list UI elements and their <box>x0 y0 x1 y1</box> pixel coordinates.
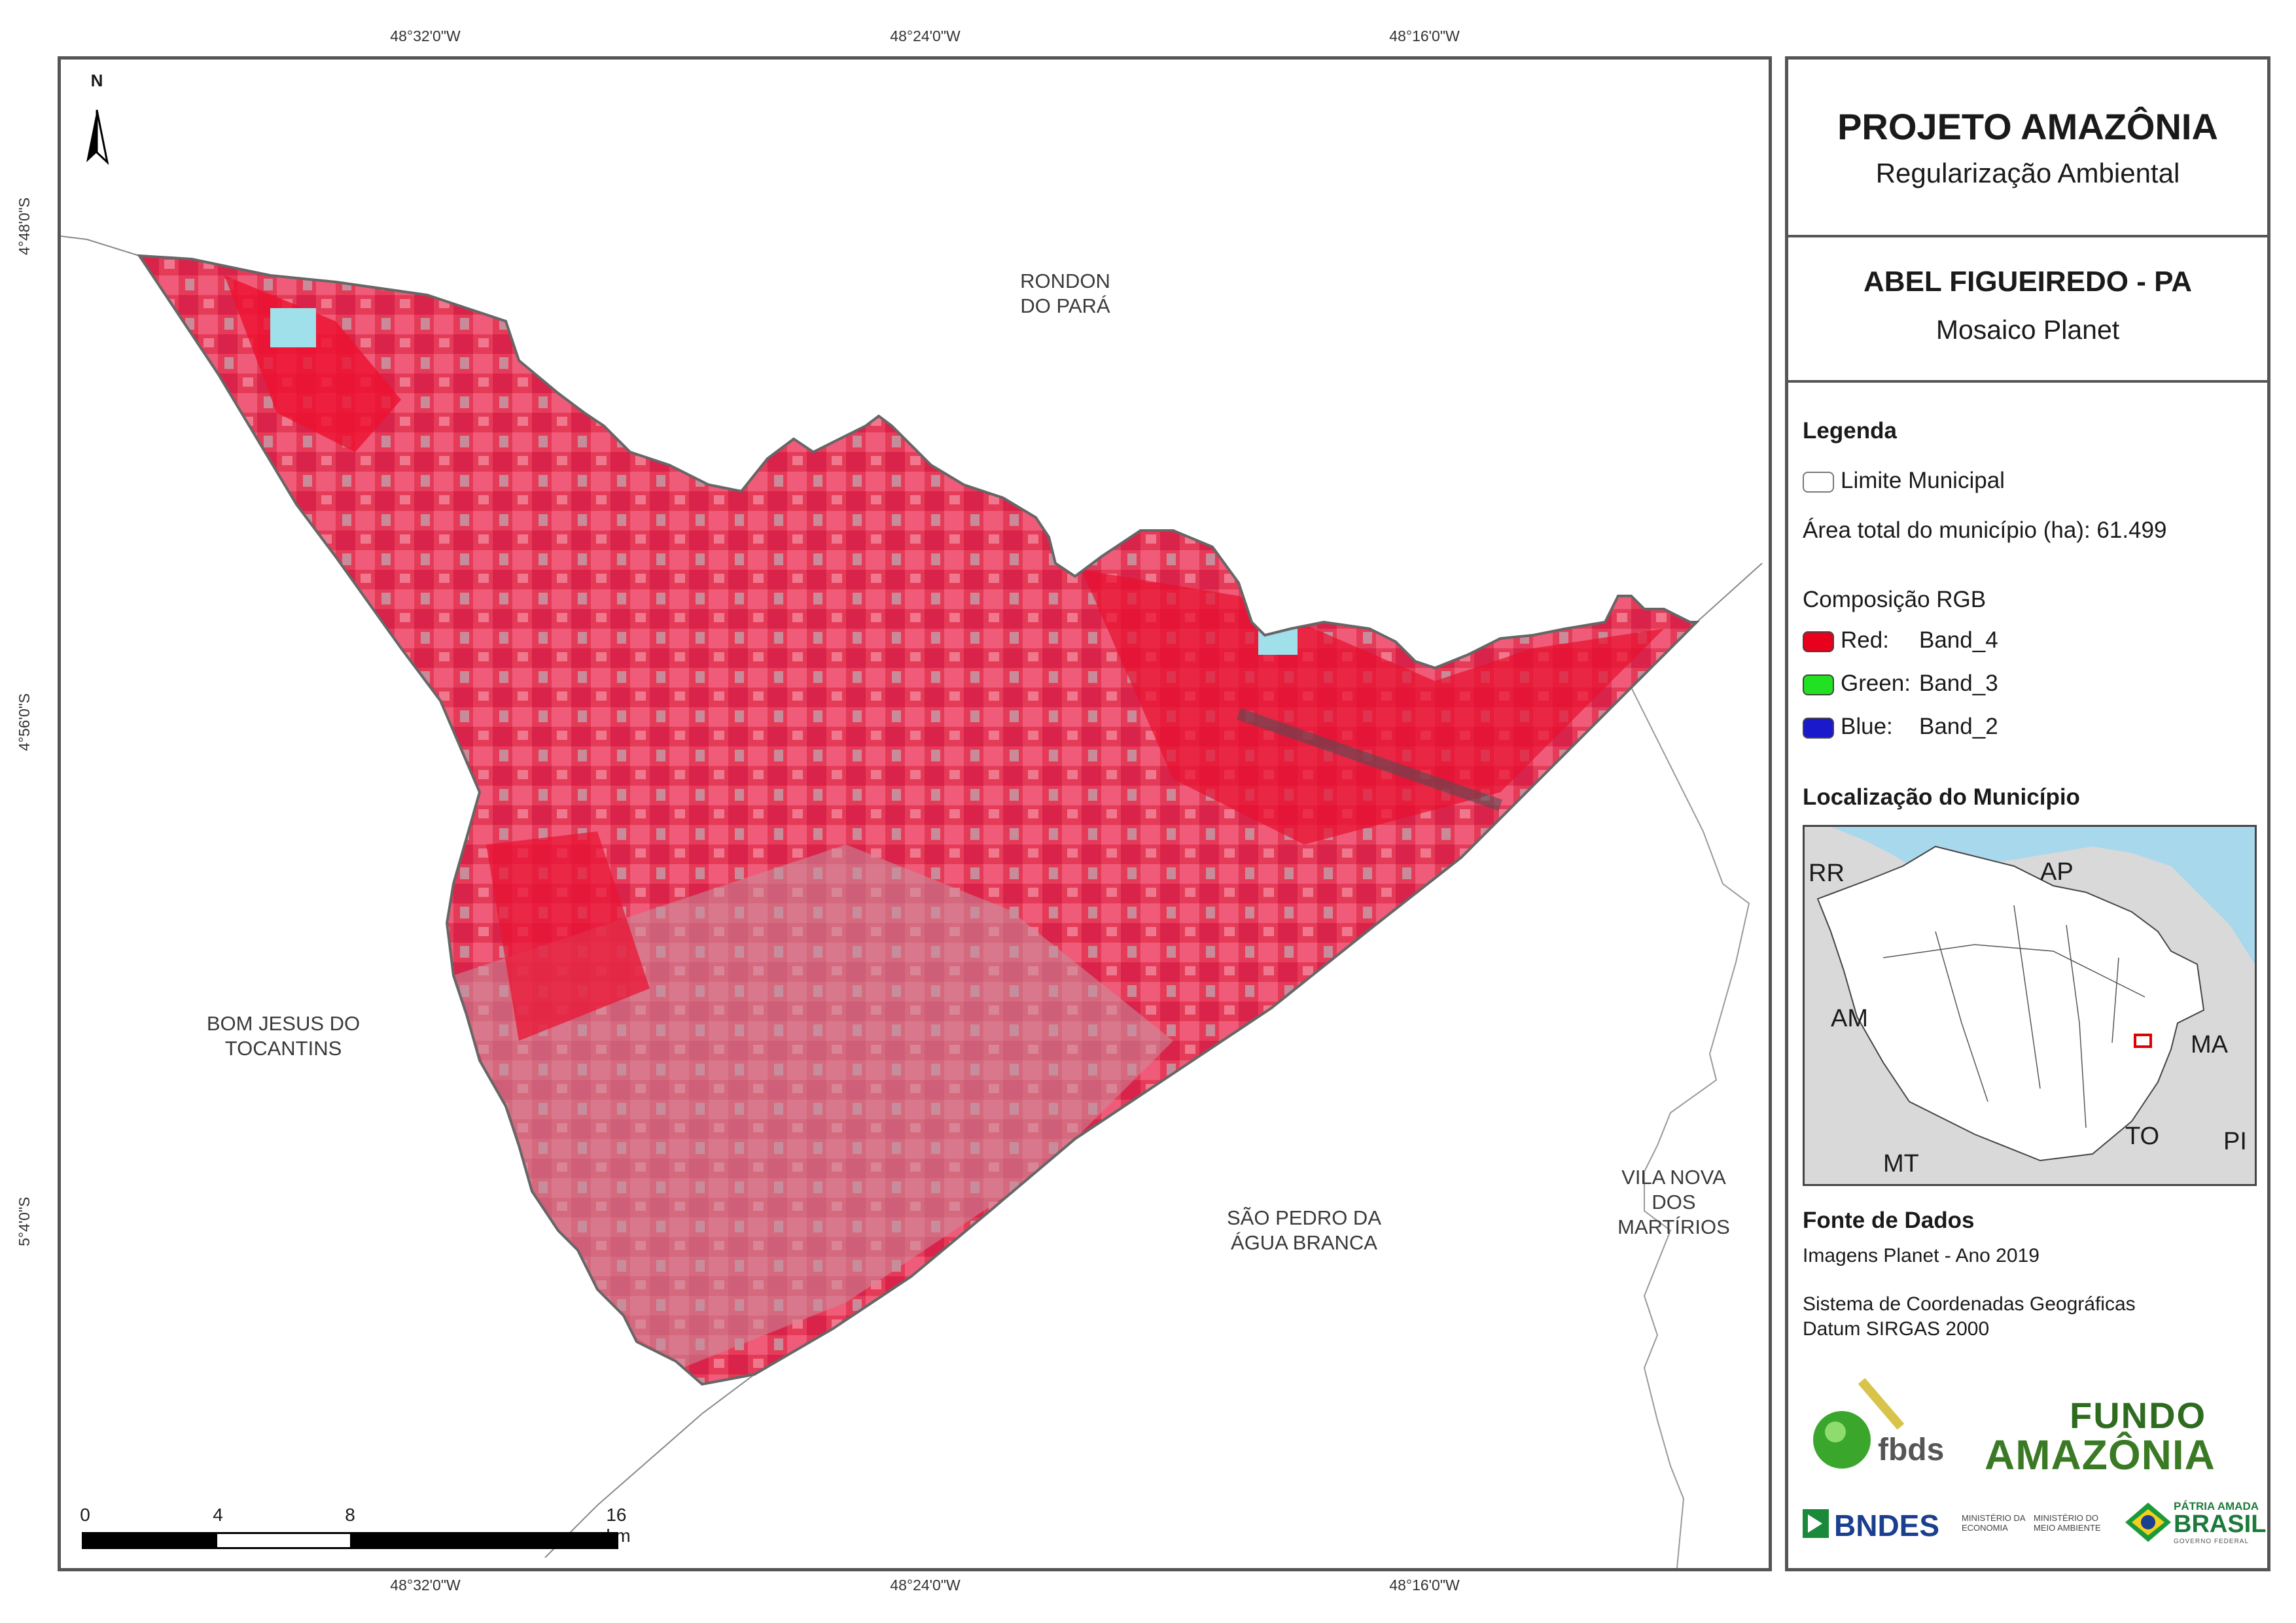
panel-subtitle: Regularização Ambiental <box>1875 158 2180 188</box>
north-arrow-label: N <box>90 71 103 90</box>
area-text: Área total do município (ha): 61.499 <box>1803 517 2167 543</box>
band-red-name: Red: <box>1841 627 1889 653</box>
fbds-logo-text: fbds <box>1878 1433 1945 1467</box>
panel-title: PROJETO AMAZÔNIA <box>1837 106 2218 147</box>
municipal-boundary <box>137 254 1700 1386</box>
band-red-swatch <box>1803 631 1834 652</box>
panel-separator <box>1788 380 2267 383</box>
source-line-3: Datum SIRGAS 2000 <box>1803 1318 1990 1340</box>
longitude-label-top-2: 48°24'0"W <box>890 27 961 44</box>
latitude-label-3: 5°4'0"S <box>16 1196 33 1246</box>
neighbor-label-vila-nova: VILA NOVA DOS MARTÍRIOS <box>1617 1166 1730 1238</box>
state-label-ma: MA <box>2191 1031 2228 1058</box>
state-label-mt: MT <box>1883 1150 1919 1178</box>
source-line-2: Sistema de Coordenadas Geográficas <box>1803 1293 2136 1315</box>
longitude-label-bottom-3: 48°16'0"W <box>1389 1577 1460 1594</box>
satellite-map <box>61 236 1763 1568</box>
sources-heading: Fonte de Dados <box>1803 1208 1975 1233</box>
longitude-label-top-3: 48°16'0"W <box>1389 27 1460 44</box>
scale-label-4: 4 <box>213 1505 223 1525</box>
scale-label-0: 0 <box>80 1505 90 1525</box>
latitude-label-2: 4°56'0"S <box>16 693 33 751</box>
patria-amada-brasil-logo: PÁTRIA AMADA BRASIL GOVERNO FEDERAL <box>2125 1499 2267 1551</box>
fundo-amazonia-line1: FUNDO <box>2070 1395 2207 1436</box>
product-name: Mosaico Planet <box>1935 315 2120 345</box>
longitude-label-bottom-1: 48°32'0"W <box>390 1577 461 1594</box>
state-label-ap: AP <box>2040 858 2074 886</box>
band-green-value: Band_3 <box>1919 671 1998 696</box>
scale-label-8: 8 <box>345 1505 355 1525</box>
longitude-label-bottom-2: 48°24'0"W <box>890 1577 961 1594</box>
band-blue-swatch <box>1803 718 1834 739</box>
source-line-1: Imagens Planet - Ano 2019 <box>1803 1245 2040 1266</box>
north-arrow: N <box>77 71 116 166</box>
neighbor-label-bom-jesus: BOM JESUS DO TOCANTINS <box>206 1012 361 1060</box>
legend-heading: Legenda <box>1803 418 1897 444</box>
scale-bar: 0 4 8 16 km <box>80 1505 631 1557</box>
fundo-amazonia-logo: FUNDO AMAZÔNIA <box>1985 1394 2259 1486</box>
state-label-pi: PI <box>2223 1128 2247 1155</box>
bndes-logo-icon <box>1803 1509 1829 1538</box>
band-blue-name: Blue: <box>1841 714 1893 739</box>
municipality-name: ABEL FIGUEIREDO - PA <box>1863 266 2192 298</box>
neighbor-label-rondon: RONDON DO PARÁ <box>1020 270 1110 317</box>
state-label-am: AM <box>1831 1005 1868 1032</box>
brazil-flag-icon <box>2125 1503 2171 1542</box>
legend-panel: PROJETO AMAZÔNIA Regularização Ambiental… <box>1785 56 2270 1571</box>
state-label-to: TO <box>2125 1123 2160 1150</box>
band-green-swatch <box>1803 674 1834 695</box>
ministerio-meio-ambiente-logo: MINISTÉRIO DO MEIO AMBIENTE <box>2034 1513 2101 1533</box>
composition-heading: Composição RGB <box>1803 587 1987 612</box>
bndes-logo: BNDES <box>1803 1505 1953 1544</box>
scale-bar-graphic <box>82 1532 618 1549</box>
north-arrow-icon <box>86 109 109 166</box>
patria-line1: PÁTRIA AMADA <box>2174 1500 2259 1512</box>
fbds-logo-icon <box>1813 1378 1905 1469</box>
boundary-swatch <box>1803 472 1834 493</box>
band-blue-value: Band_2 <box>1919 714 1998 739</box>
fundo-amazonia-line2: AMAZÔNIA <box>1985 1431 2216 1478</box>
patria-line2: BRASIL <box>2174 1510 2267 1538</box>
location-inset-map: RR AP AM MA TO MT PI <box>1803 825 2257 1186</box>
boundary-label: Limite Municipal <box>1841 468 2005 493</box>
location-inset-graphic <box>1805 827 2255 1162</box>
fbds-logo: fbds <box>1803 1374 1960 1473</box>
state-label-rr: RR <box>1809 860 1845 887</box>
location-heading: Localização do Município <box>1803 784 2080 810</box>
bndes-logo-text: BNDES <box>1834 1509 1940 1543</box>
panel-separator <box>1788 235 2267 237</box>
ministerio-economia-logo: MINISTÉRIO DA ECONOMIA <box>1962 1513 2026 1533</box>
map-frame[interactable]: RONDON DO PARÁ BOM JESUS DO TOCANTINS SÃ… <box>58 56 1772 1571</box>
longitude-label-top-1: 48°32'0"W <box>390 27 461 44</box>
band-red-value: Band_4 <box>1919 627 1998 653</box>
neighbor-label-sao-pedro: SÃO PEDRO DA ÁGUA BRANCA <box>1227 1206 1381 1254</box>
latitude-label-1: 4°48'0"S <box>16 197 33 255</box>
band-green-name: Green: <box>1841 671 1911 696</box>
patria-line3: GOVERNO FEDERAL <box>2174 1538 2250 1545</box>
